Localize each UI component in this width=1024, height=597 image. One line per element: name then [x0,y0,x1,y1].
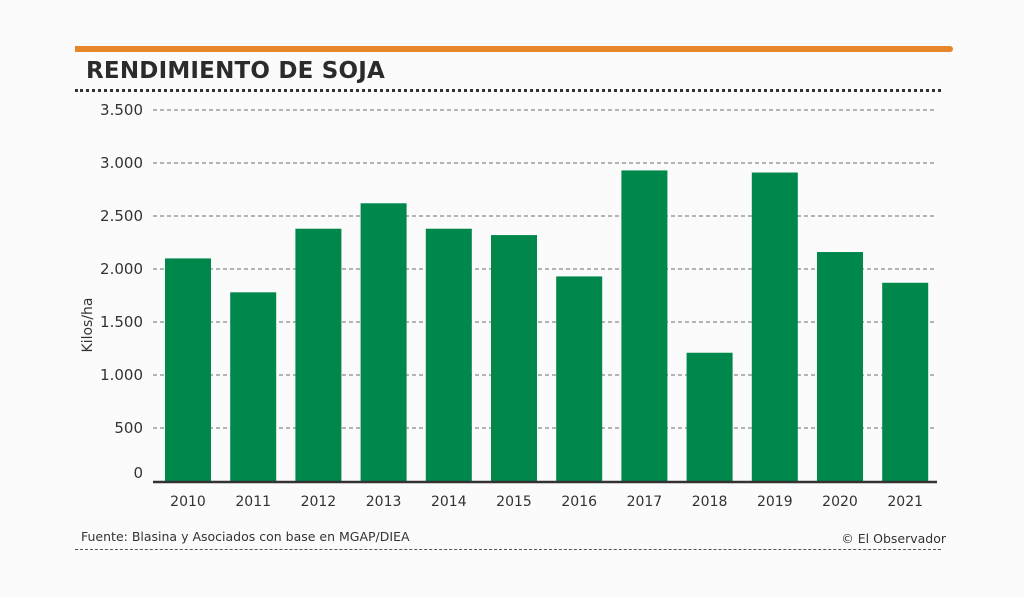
y-tick-label: 0 [133,464,143,482]
y-axis-ticks: 0 500 1.000 1.500 2.000 2.500 3.000 3.500 [100,101,143,482]
top-accent-rule [75,46,953,52]
y-axis-label: Kilos/ha [80,298,96,353]
source-note: Fuente: Blasina y Asociados con base en … [81,529,410,544]
x-tick-label: 2020 [822,494,858,510]
bar-2012 [295,228,342,481]
y-tick-label: 3.000 [100,154,143,172]
x-tick-label: 2019 [757,494,793,510]
bar-2014 [425,228,472,481]
x-tick-label: 2015 [496,494,532,510]
y-tick-label: 3.500 [100,101,143,119]
x-tick-label: 2013 [366,494,402,510]
x-tick-label: 2016 [561,494,597,510]
bar-2020 [817,252,863,481]
x-tick-label: 2021 [887,494,923,510]
chart-title: RENDIMIENTO DE SOJA [86,58,386,84]
x-tick-label: 2018 [692,494,728,510]
x-tick-label: 2014 [431,494,467,510]
footer-divider [75,549,941,550]
y-tick-label: 2.000 [100,260,143,278]
bars [165,170,929,482]
y-tick-label: 2.500 [100,207,143,225]
credit-note: © El Observador [841,531,946,546]
bar-2010 [165,258,211,481]
bar-2021 [882,282,929,481]
bar-2019 [751,172,798,482]
y-tick-label: 1.500 [100,313,143,331]
x-tick-label: 2011 [235,494,271,510]
gridlines [153,109,937,429]
bar-2016 [556,276,603,481]
title-divider [75,89,941,92]
bar-2017 [621,170,668,482]
bar-2013 [360,203,407,481]
y-tick-label: 500 [114,419,143,437]
x-axis-ticks: 2010 2011 2012 2013 2014 2015 2016 2017 2018 2019… [170,494,923,510]
bar-2011 [230,292,277,481]
bar-2015 [491,235,537,481]
x-tick-label: 2012 [301,494,337,510]
bar-2018 [686,352,733,481]
x-tick-label: 2017 [627,494,663,510]
y-tick-label: 1.000 [100,366,143,384]
x-tick-label: 2010 [170,494,206,510]
